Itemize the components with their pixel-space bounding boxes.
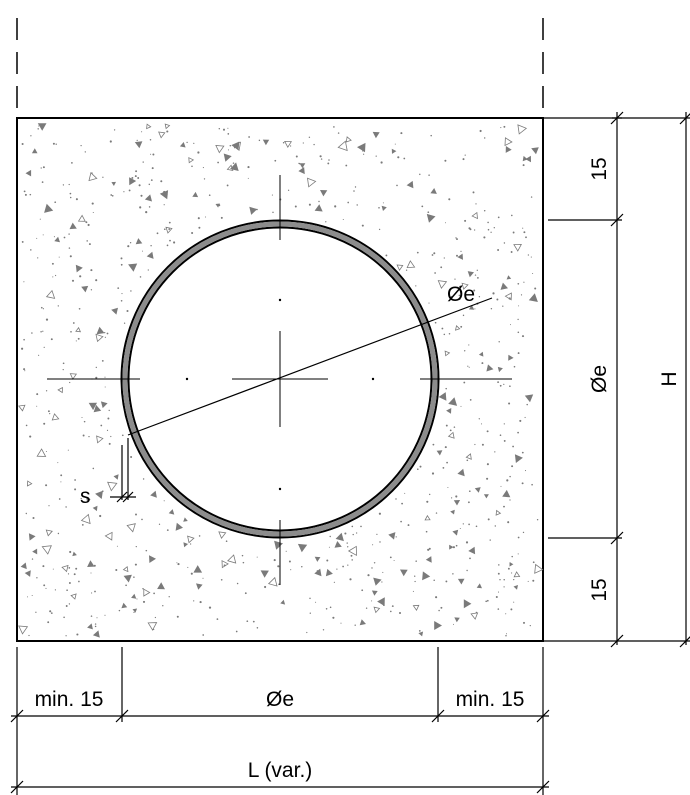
horizontal-dimension-chain <box>10 647 550 795</box>
diameter-vertical-label: Øe <box>588 365 611 393</box>
wall-thickness-label: s <box>80 485 91 508</box>
min-right-label: min. 15 <box>456 688 525 711</box>
center-dots <box>185 298 375 491</box>
length-label: L (var.) <box>248 759 313 782</box>
vertical-dimension-chain <box>543 111 690 648</box>
cover-bottom-label: 15 <box>588 578 611 601</box>
concrete-texture <box>18 123 544 638</box>
diameter-diagonal-label: Øe <box>447 283 475 306</box>
diameter-diagonal-dimension: Øe <box>127 283 493 436</box>
center-lines <box>47 175 512 585</box>
height-label: H <box>658 371 681 386</box>
diameter-horizontal-label: Øe <box>266 688 294 711</box>
wall-thickness-dimension <box>110 438 136 503</box>
min-left-label: min. 15 <box>35 688 104 711</box>
dashed-extension-lines <box>16 18 544 118</box>
cover-top-label: 15 <box>588 157 611 180</box>
